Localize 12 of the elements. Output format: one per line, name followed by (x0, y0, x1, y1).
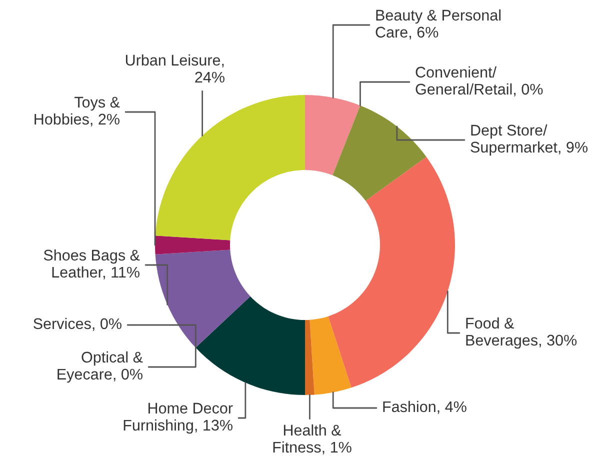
legend-label: Optical & Eyecare, 0% (58, 351, 143, 383)
slice-label: Health & Fitness, 1% (273, 424, 352, 454)
category-label: Convenient/ General/Retail, 0% (416, 66, 543, 96)
slice-label: Food & Beverages, 30% (466, 317, 577, 349)
slice-label: Fashion, 4% (383, 400, 466, 414)
slice-label: Shoes Bags & Leather, 11% (44, 249, 140, 280)
category-label: Services, 0% (34, 318, 122, 331)
slice-label: Beauty & Personal Care, 6% (376, 9, 501, 40)
slice-label: Dept Store/ Supermarket, 9% (470, 124, 588, 156)
slice-label: Urban Leisure, 24% (126, 54, 224, 83)
slice-label: Toys & Hobbies, 2% (34, 96, 120, 126)
slice-label: Home Decor Furnishing, 13% (124, 402, 233, 434)
